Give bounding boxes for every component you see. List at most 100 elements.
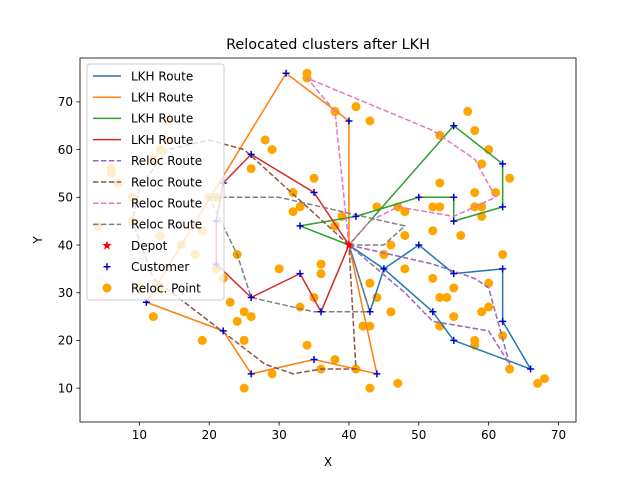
reloc-point-32 <box>400 264 410 274</box>
legend-box <box>86 63 225 301</box>
x-axis: 10 20 30 40 50 60 70 <box>132 422 566 442</box>
reloc-point-58 <box>316 259 326 269</box>
reloc-point-6 <box>470 126 480 136</box>
customer-11 <box>247 150 255 158</box>
customer-9 <box>296 222 304 230</box>
reloc-point-54 <box>302 340 312 350</box>
reloc-point-24 <box>400 207 410 217</box>
reloc-point-93 <box>239 383 249 393</box>
reloc-point-21 <box>400 230 410 240</box>
reloc-point-38 <box>449 312 459 322</box>
customer-30 <box>310 356 318 364</box>
reloc-point-14 <box>477 202 487 212</box>
customer-24 <box>527 365 535 373</box>
reloc-point-41 <box>484 278 494 288</box>
lkh-route-3 <box>299 124 504 246</box>
customer-25 <box>450 336 458 344</box>
reloc-point-65 <box>246 164 256 174</box>
customer-22 <box>499 265 507 273</box>
reloc-point-42 <box>477 307 487 317</box>
customer-6 <box>450 193 458 201</box>
y-axis: 10 20 30 40 50 60 70 <box>58 95 80 395</box>
reloc-point-55 <box>295 302 305 312</box>
y-tick-label-40: 40 <box>58 238 73 252</box>
reloc-point-66 <box>260 135 270 145</box>
reloc-point-36 <box>442 292 452 302</box>
customer-26 <box>429 308 437 316</box>
reloc-point-5 <box>463 106 473 116</box>
customer-2 <box>450 122 458 130</box>
legend-label-7: Reloc Route <box>131 218 202 232</box>
legend-label-0: LKH Route <box>131 69 193 83</box>
reloc-point-20 <box>456 230 466 240</box>
reloc-point-29 <box>358 321 368 331</box>
reloc-point-26 <box>379 250 389 260</box>
reloc-point-11 <box>505 173 515 183</box>
reloc-point-43 <box>484 302 494 312</box>
reloc-point-89 <box>232 316 242 326</box>
customer-8 <box>352 212 360 220</box>
x-tick-label-30: 30 <box>271 428 286 442</box>
customer-3 <box>499 160 507 168</box>
reloc-point-33 <box>428 273 438 283</box>
reloc-point-57 <box>316 269 326 279</box>
reloc-point-31 <box>386 307 396 317</box>
reloc-point-16 <box>435 178 445 188</box>
reloc-point-27 <box>365 278 375 288</box>
legend-label-1: LKH Route <box>131 91 193 105</box>
legend-label-9: Customer <box>131 260 189 274</box>
customer-0 <box>282 69 290 77</box>
customer-18 <box>366 308 374 316</box>
reloc-point-10 <box>491 188 501 198</box>
reloc-point-84 <box>148 312 158 322</box>
reloc-point-46 <box>505 364 515 374</box>
legend: LKH Route LKH Route LKH Route LKH Route Relo… <box>86 63 225 301</box>
y-tick-label-50: 50 <box>58 191 73 205</box>
reloc-point-25 <box>386 240 396 250</box>
reloc-point-94 <box>267 369 277 379</box>
customer-20 <box>415 241 423 249</box>
reloc-point-34 <box>449 283 459 293</box>
x-tick-label-40: 40 <box>341 428 356 442</box>
reloc-point-19 <box>428 226 438 236</box>
x-tick-label-60: 60 <box>481 428 496 442</box>
customer-7 <box>415 193 423 201</box>
customer-4 <box>499 203 507 211</box>
customer-10 <box>310 189 318 197</box>
customer-17 <box>317 308 325 316</box>
x-tick-label-10: 10 <box>132 428 147 442</box>
x-tick-label-50: 50 <box>411 428 426 442</box>
reloc-point-67 <box>267 145 277 155</box>
reloc-point-12 <box>470 188 480 198</box>
customer-21 <box>450 270 458 278</box>
lkh-route-1 <box>348 244 532 370</box>
reloc-point-49 <box>393 378 403 388</box>
reloc-point-4 <box>365 116 375 126</box>
legend-swatch-8 <box>102 240 112 250</box>
legend-label-6: Reloc Route <box>131 197 202 211</box>
legend-label-5: Reloc Route <box>131 175 202 189</box>
axes-frame <box>79 57 577 423</box>
legend-label-4: Reloc Route <box>131 154 202 168</box>
customer-1 <box>345 117 353 125</box>
legend-label-2: LKH Route <box>131 112 193 126</box>
reloc-point-48 <box>540 374 550 384</box>
x-axis-label: X <box>324 455 332 469</box>
reloc-point-3 <box>351 102 361 112</box>
customer-16 <box>296 270 304 278</box>
chart-title: Relocated clusters after LKH <box>226 37 430 53</box>
depot-marker <box>344 240 354 250</box>
y-tick-label-20: 20 <box>58 334 73 348</box>
reloc-point-17 <box>435 202 445 212</box>
customer-28 <box>219 327 227 335</box>
x-tick-label-70: 70 <box>551 428 566 442</box>
reloc-point-90 <box>239 307 249 317</box>
customer-31 <box>373 370 381 378</box>
reloc-point-35 <box>435 292 445 302</box>
reloc-point-85 <box>197 335 207 345</box>
reloc-point-95 <box>274 264 284 274</box>
reloc-point-52 <box>330 355 340 365</box>
reloc-point-91 <box>246 312 256 322</box>
reloc-point-64 <box>309 173 319 183</box>
customer-19 <box>380 265 388 273</box>
